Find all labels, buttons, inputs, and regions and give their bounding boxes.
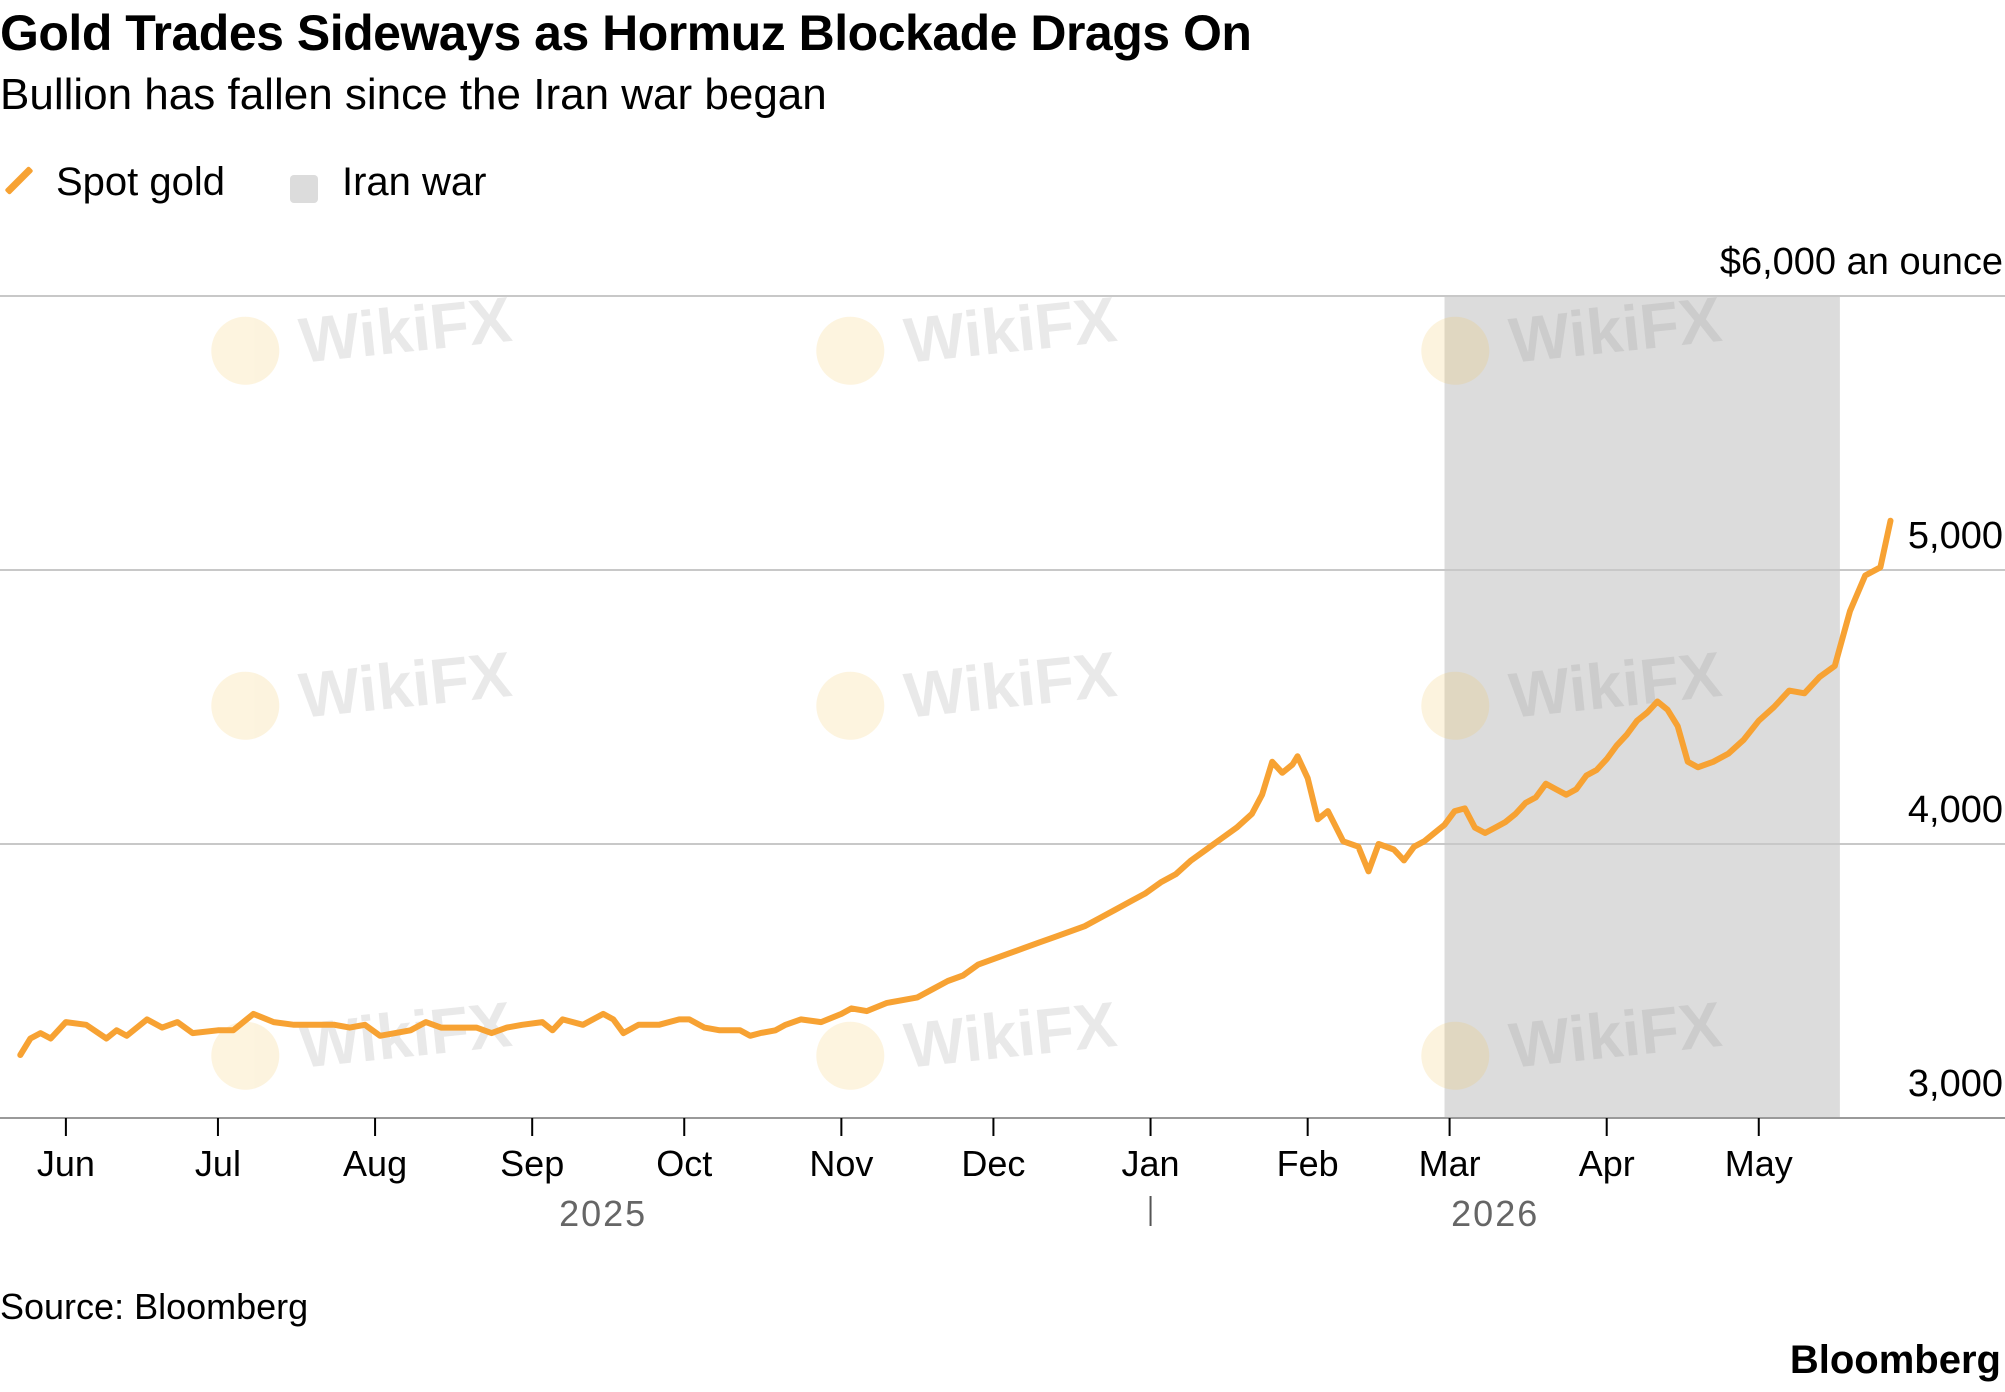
watermark-logo-icon bbox=[1421, 671, 1490, 740]
chart-title: Gold Trades Sideways as Hormuz Blockade … bbox=[0, 5, 1252, 61]
year-label: 2025 bbox=[559, 1193, 647, 1234]
watermark-logo-icon bbox=[816, 316, 885, 385]
watermark-text: WikiFX bbox=[296, 988, 515, 1082]
legend-label-spot-gold: Spot gold bbox=[56, 160, 226, 204]
watermark: WikiFX bbox=[816, 988, 1120, 1090]
watermark-logo-icon bbox=[211, 671, 280, 740]
watermark: WikiFX bbox=[211, 988, 515, 1090]
watermark: WikiFX bbox=[816, 638, 1120, 740]
source-note: Source: Bloomberg bbox=[0, 1286, 309, 1327]
watermark: WikiFX bbox=[211, 283, 515, 385]
watermark-logo-icon bbox=[1421, 316, 1490, 385]
x-tick-label: Feb bbox=[1277, 1143, 1339, 1184]
watermark-logo-icon bbox=[816, 671, 885, 740]
x-tick-label: Dec bbox=[961, 1143, 1025, 1184]
y-tick-label: 3,000 bbox=[1908, 1063, 2003, 1105]
watermark-text: WikiFX bbox=[901, 988, 1120, 1082]
chart-subtitle: Bullion has fallen since the Iran war be… bbox=[0, 70, 827, 119]
x-tick-label: Nov bbox=[809, 1143, 873, 1184]
x-tick-label: Aug bbox=[343, 1143, 407, 1184]
y-tick-label: 4,000 bbox=[1908, 789, 2003, 831]
legend-label-iran-war: Iran war bbox=[342, 160, 487, 204]
watermark: WikiFX bbox=[211, 638, 515, 740]
watermark-logo-icon bbox=[211, 316, 280, 385]
x-tick-label: Mar bbox=[1419, 1143, 1481, 1184]
x-tick-label: Sep bbox=[500, 1143, 564, 1184]
x-tick-label: Jul bbox=[195, 1143, 241, 1184]
x-tick-label: Oct bbox=[656, 1143, 712, 1184]
y-tick-label: 5,000 bbox=[1908, 515, 2003, 557]
square-swatch-icon bbox=[290, 175, 318, 203]
year-label: 2026 bbox=[1451, 1193, 1539, 1234]
x-tick-label: Jun bbox=[37, 1143, 95, 1184]
watermark-logo-icon bbox=[1421, 1021, 1490, 1090]
y-axis-unit-label: $6,000 an ounce bbox=[1720, 241, 2003, 283]
brand-logo: Bloomberg bbox=[1789, 1338, 2001, 1382]
watermark-text: WikiFX bbox=[901, 283, 1120, 377]
x-tick-label: May bbox=[1725, 1143, 1793, 1184]
x-tick-label: Jan bbox=[1122, 1143, 1180, 1184]
line-swatch-icon bbox=[4, 166, 34, 195]
watermark-logo-icon bbox=[211, 1021, 280, 1090]
watermark: WikiFX bbox=[816, 283, 1120, 385]
x-tick-label: Apr bbox=[1579, 1143, 1635, 1184]
watermark-logo-icon bbox=[816, 1021, 885, 1090]
watermark-text: WikiFX bbox=[296, 283, 515, 377]
series-line-spot-gold bbox=[17, 517, 1894, 1058]
watermark-text: WikiFX bbox=[296, 638, 515, 732]
watermark-text: WikiFX bbox=[901, 638, 1120, 732]
